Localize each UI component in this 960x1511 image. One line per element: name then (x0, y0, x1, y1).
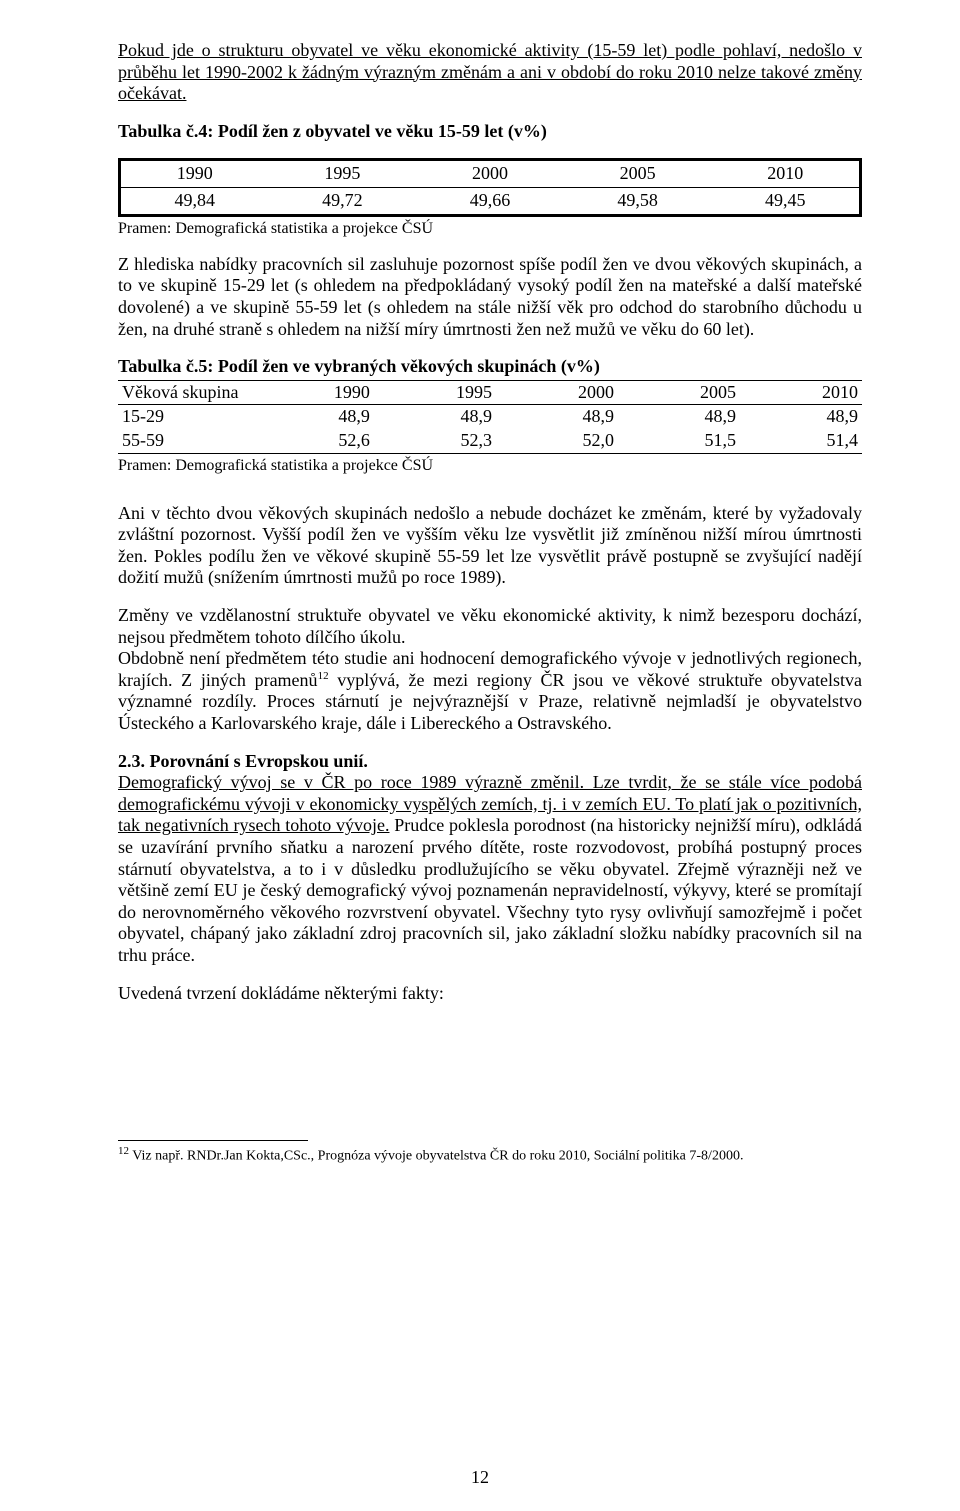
table5-year: 2010 (740, 380, 862, 405)
footnote-text: Viz např. RNDr.Jan Kokta,CSc., Prognóza … (129, 1149, 743, 1164)
table5-cell: 48,9 (740, 405, 862, 429)
table5: Věková skupina 1990 1995 2000 2005 2010 … (118, 380, 862, 454)
section-2-3-title: 2.3. Porovnání s Evropskou unií. (118, 751, 862, 773)
table5-year: 1990 (252, 380, 374, 405)
paragraph-2a: Změny ve vzdělanostní struktuře obyvatel… (118, 605, 862, 647)
table5-cell: 51,5 (618, 429, 740, 453)
paragraph-1: Ani v těchto dvou věkových skupinách ned… (118, 503, 862, 589)
table4-header-row: 1990 1995 2000 2005 2010 (121, 161, 859, 187)
paragraph-3-rest: Prudce poklesla porodnost (na historicky… (118, 815, 862, 965)
table5-source: Pramen: Demografická statistika a projek… (118, 456, 862, 475)
table5-caption: Tabulka č.5: Podíl žen ve vybraných věko… (118, 356, 862, 378)
footnote-separator (118, 1140, 308, 1141)
table5-cell: 48,9 (496, 405, 618, 429)
table5-year: 1995 (374, 380, 496, 405)
table5-cell: 48,9 (374, 405, 496, 429)
table4-value: 49,58 (564, 187, 712, 213)
table5-year: 2000 (496, 380, 618, 405)
table5-cell: 52,6 (252, 429, 374, 453)
table5-cell: 48,9 (252, 405, 374, 429)
table5-row: 55-59 52,6 52,3 52,0 51,5 51,4 (118, 429, 862, 453)
paragraph-2: Změny ve vzdělanostní struktuře obyvatel… (118, 605, 862, 735)
para-after-table4: Z hlediska nabídky pracovních sil zasluh… (118, 254, 862, 340)
table4-year: 2010 (711, 161, 859, 187)
table5-cell: 48,9 (618, 405, 740, 429)
table4-value-row: 49,84 49,72 49,66 49,58 49,45 (121, 187, 859, 213)
table5-row: 15-29 48,9 48,9 48,9 48,9 48,9 (118, 405, 862, 429)
page-number: 12 (0, 1467, 960, 1489)
table5-cell: 52,3 (374, 429, 496, 453)
table5-row-label: 55-59 (118, 429, 252, 453)
table4-year: 1990 (121, 161, 269, 187)
table4-value: 49,72 (269, 187, 417, 213)
table5-cell: 51,4 (740, 429, 862, 453)
footnote-num: 12 (118, 1145, 129, 1157)
table4-year: 2005 (564, 161, 712, 187)
table4: 1990 1995 2000 2005 2010 49,84 49,72 49,… (118, 158, 862, 216)
paragraph-4: Uvedená tvrzení dokládáme některými fakt… (118, 983, 862, 1005)
table5-year: 2005 (618, 380, 740, 405)
table4-value: 49,84 (121, 187, 269, 213)
table4-value: 49,66 (416, 187, 564, 213)
intro-paragraph: Pokud jde o strukturu obyvatel ve věku e… (118, 40, 862, 105)
table4-source: Pramen: Demografická statistika a projek… (118, 219, 862, 238)
footnote-12: 12 Viz např. RNDr.Jan Kokta,CSc., Prognó… (118, 1145, 862, 1165)
table4-caption: Tabulka č.4: Podíl žen z obyvatel ve věk… (118, 121, 862, 143)
paragraph-3: Demografický vývoj se v ČR po roce 1989 … (118, 772, 862, 966)
table4-value: 49,45 (711, 187, 859, 213)
table4-year: 1995 (269, 161, 417, 187)
table5-header-row: Věková skupina 1990 1995 2000 2005 2010 (118, 380, 862, 405)
footnote-ref-12: 12 (318, 670, 329, 682)
table5-row-label: 15-29 (118, 405, 252, 429)
table5-col-label: Věková skupina (118, 380, 252, 405)
table4-year: 2000 (416, 161, 564, 187)
table5-cell: 52,0 (496, 429, 618, 453)
